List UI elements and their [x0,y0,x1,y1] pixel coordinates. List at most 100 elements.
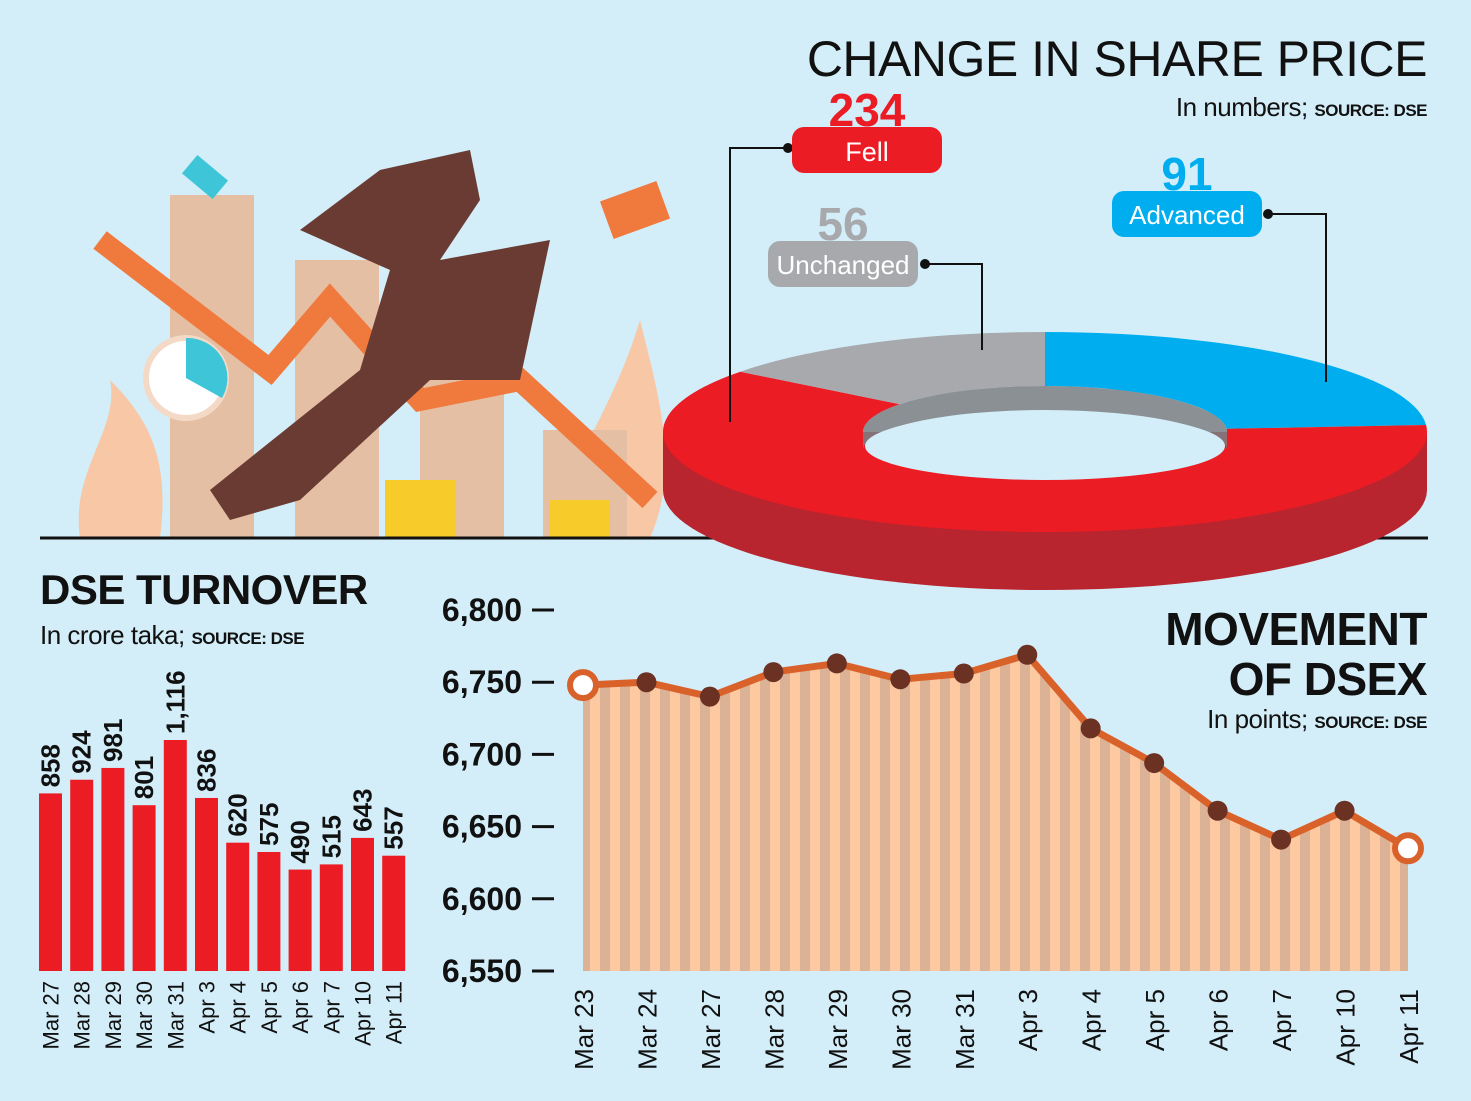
x-tick-label: Mar 28 [759,989,789,1070]
bar-category-label: Apr 4 [226,981,251,1034]
donut-slice-advanced [1045,332,1427,429]
data-point-marker [890,669,911,690]
bar-value-label: 557 [379,806,409,849]
unchanged-label: Unchanged [777,250,910,280]
x-tick-label: Apr 11 [1394,989,1424,1064]
turnover-bar [101,767,125,971]
bar-value-label: 801 [129,756,159,799]
x-tick-label: Mar 27 [696,989,726,1070]
share-price-subtitle: In numbers; SOURCE: DSE [1175,92,1428,123]
callout-dot [783,143,793,153]
x-tick-label: Mar 29 [823,989,853,1070]
flame-shape [78,380,163,538]
source-text: SOURCE: DSE [191,629,305,648]
donut-inner-wall [863,386,1227,450]
x-tick-label: Apr 7 [1267,989,1297,1051]
advanced-value: 91 [1161,148,1212,200]
money-note-icon [181,154,229,200]
turnover-bar [288,869,312,971]
turnover-bar [257,851,281,971]
x-tick-label: Mar 24 [632,989,662,1070]
source-text: SOURCE: DSE [1314,101,1427,120]
turnover-bar [226,842,250,971]
y-tick-label: 6,650 [442,809,522,845]
bar-value-label: 490 [285,820,315,863]
turnover-bar [195,797,218,971]
turnover-bar [351,837,374,971]
bar-category-label: Mar 31 [163,981,188,1049]
bar-value-label: 924 [67,730,97,774]
turnover-bar [39,793,62,971]
data-point-marker [826,653,847,674]
data-point-marker [567,669,599,702]
bar-category-label: Apr 5 [257,981,282,1034]
turnover-bar [319,864,343,971]
bar-value-label: 643 [348,789,378,832]
turnover-bar [70,779,94,971]
bar-category-label: Apr 7 [319,981,344,1034]
unchanged-value: 56 [817,198,868,250]
y-tick-label: 6,550 [442,953,522,989]
x-tick-label: Apr 4 [1077,989,1107,1051]
bar-category-label: Mar 28 [70,981,95,1049]
donut-slice-fell [663,371,1427,532]
turnover-bar-chart: 858 Mar 27 924 Mar 28 981 Mar 29 801 Mar 30 1,11… [36,670,409,1049]
bar-category-label: Apr 10 [351,981,376,1046]
bar-value-label: 620 [223,793,253,836]
falling-market-illustration [78,150,671,538]
bar-value-label: 836 [192,749,222,792]
dsex-subtitle: In points; SOURCE: DSE [1207,704,1427,735]
data-point-marker [763,662,784,683]
advanced-label: Advanced [1129,200,1245,230]
data-point-marker [953,663,974,684]
wallet-icon [599,180,671,240]
bar-category-label: Apr 11 [382,981,407,1044]
x-tick-label: Mar 30 [886,989,916,1070]
data-point-marker [1207,800,1228,821]
data-point-marker [1144,753,1165,774]
data-point-marker [1392,832,1424,865]
x-tick-label: Apr 5 [1140,989,1170,1051]
callout-line-unchanged [925,263,983,350]
data-point-marker [1017,644,1038,665]
y-tick-label: 6,750 [442,664,522,700]
x-tick-label: Apr 10 [1331,989,1361,1066]
turnover-bar [132,805,156,971]
coin-stack [385,480,455,538]
data-point-marker [1334,800,1355,821]
bar-category-label: Mar 29 [101,981,126,1049]
turnover-bar [163,740,187,971]
unchanged-badge [768,241,918,287]
line-area-fill [583,654,1408,971]
bar-category-label: Apr 3 [195,981,220,1034]
callout-dot [1263,209,1273,219]
dsex-title: MOVEMENT OF DSEX [1165,603,1427,705]
subtitle-text: In numbers; [1175,92,1308,122]
businessman-figure [210,150,550,520]
advanced-badge [1112,191,1262,237]
dsex-line-chart: Mar 23 Mar 24 Mar 27 Mar 28 Mar 29 Mar 30 Mar … [442,592,1424,1070]
turnover-bar [382,855,406,971]
bar-category-label: Mar 30 [132,981,157,1049]
bar-value-label: 1,116 [160,670,190,734]
bar-value-label: 575 [254,803,284,846]
donut-hole [865,412,1225,480]
y-tick-label: 6,600 [442,881,522,917]
y-tick-label: 6,800 [442,592,522,628]
x-tick-label: Apr 6 [1204,989,1234,1051]
callout-dot [920,259,930,269]
callout-line-fell [729,147,790,422]
data-point-marker [1271,829,1292,850]
fell-label: Fell [845,137,889,167]
data-point-marker [636,672,657,693]
bar-value-label: 858 [36,744,66,787]
data-point-marker [699,686,720,707]
donut-callouts: Fell 234 Unchanged 56 Advanced 91 [729,84,1327,422]
pie-chart-slice-icon [186,337,228,398]
bar-value-label: 515 [316,815,346,858]
bar-value-label: 981 [98,719,128,762]
share-price-title: CHANGE IN SHARE PRICE [806,31,1428,87]
dsex-line [582,651,1410,852]
subtitle-text: In crore taka; [40,620,185,650]
